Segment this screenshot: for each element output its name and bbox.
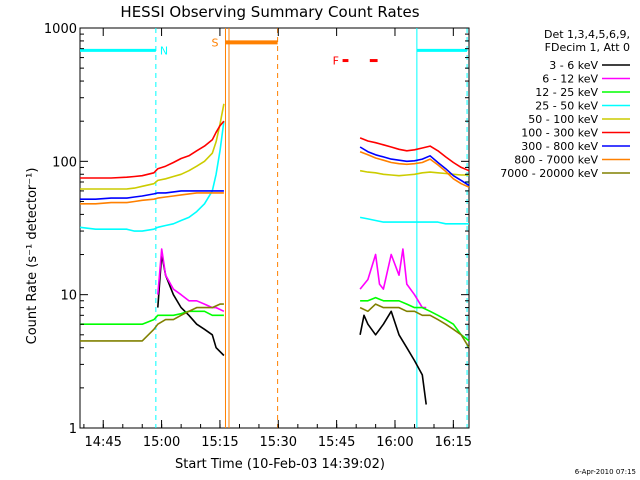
annotation-layer: N S F (80, 28, 468, 428)
series-line-8 (80, 303, 470, 349)
legend-label-3: 25 - 50 keV (535, 100, 598, 113)
x-tick-label-4: 15:45 (318, 435, 355, 450)
x-axis-label: Start Time (10-Feb-03 14:39:02) (175, 457, 385, 472)
y-tick-label-0: 1 (69, 422, 77, 437)
saa-label: S (211, 36, 218, 49)
legend-label-2: 12 - 25 keV (535, 86, 598, 99)
y-axis-label: Count Rate (s⁻¹ detector⁻¹) (25, 168, 40, 345)
y-tick-label-1: 10 (60, 289, 77, 304)
series-line-7 (80, 150, 470, 205)
legend-label-7: 800 - 7000 keV (514, 154, 598, 167)
x-tick-label-5: 16:00 (376, 435, 413, 450)
legend-label-6: 300 - 800 keV (521, 140, 598, 153)
y-tick-label-2: 100 (52, 155, 77, 170)
x-tick-label-0: 14:45 (84, 435, 121, 450)
legend-label-0: 3 - 6 keV (549, 59, 598, 72)
night-label: N (160, 44, 168, 57)
date-stamp: 6-Apr-2010 07:15 (575, 468, 636, 476)
x-tick-label-2: 15:15 (201, 435, 238, 450)
series-line-1 (157, 248, 427, 313)
plot-frame (79, 27, 470, 429)
x-tick-label-3: 15:30 (260, 435, 297, 450)
legend-label-1: 6 - 12 keV (542, 73, 598, 86)
series-line-3 (79, 121, 469, 232)
series-line-5 (80, 120, 470, 179)
legend-header-line-1: Det 1,3,4,5,6,9, (544, 28, 630, 41)
x-tick-label-1: 15:00 (143, 435, 180, 450)
legend-label-5: 100 - 300 keV (521, 127, 598, 140)
flare-label: F (333, 55, 339, 68)
legend-header-line-2: FDecim 1, Att 0 (545, 41, 630, 54)
axes-layer: 14:45 15:00 15:15 15:30 15:45 16:00 16:15 1 10 10… (44, 22, 472, 450)
legend-label-8: 7000 - 20000 keV (500, 167, 598, 180)
series-line-6 (80, 146, 470, 200)
x-tick-label-6: 16:15 (435, 435, 472, 450)
chart-title: HESSI Observing Summary Count Rates (120, 3, 419, 21)
series-line-2 (80, 296, 470, 342)
series-layer (79, 103, 470, 405)
legend-label-4: 50 - 100 keV (528, 113, 598, 126)
y-tick-label-3: 1000 (44, 22, 77, 37)
